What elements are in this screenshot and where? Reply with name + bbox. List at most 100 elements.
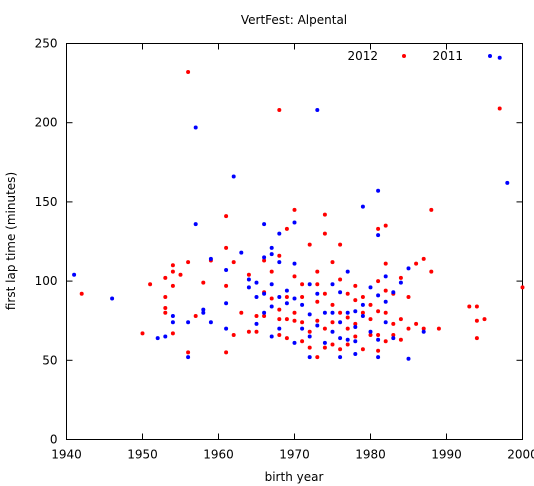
data-point	[520, 285, 525, 290]
data-point	[300, 320, 305, 325]
data-point	[300, 326, 305, 331]
data-point	[254, 280, 259, 285]
y-tick-label: 50	[42, 353, 57, 367]
data-point	[300, 282, 305, 287]
data-point	[406, 356, 411, 361]
data-point	[322, 231, 327, 236]
data-point	[345, 342, 350, 347]
data-point	[330, 329, 335, 334]
data-point	[231, 332, 236, 337]
data-point	[330, 320, 335, 325]
data-point	[163, 334, 168, 339]
data-point	[277, 260, 282, 265]
data-point	[322, 310, 327, 315]
data-point	[300, 294, 305, 299]
data-point	[284, 226, 289, 231]
data-point	[406, 294, 411, 299]
data-point	[201, 280, 206, 285]
y-tick-label: 200	[35, 116, 58, 130]
data-point	[163, 310, 168, 315]
data-point	[421, 329, 426, 334]
data-point	[376, 348, 381, 353]
data-point	[383, 299, 388, 304]
data-point	[338, 242, 343, 247]
data-point	[383, 274, 388, 279]
data-point	[376, 279, 381, 284]
data-point	[284, 317, 289, 322]
series-2012	[79, 70, 525, 360]
data-point	[224, 245, 229, 250]
data-point	[277, 326, 282, 331]
x-tick-label: 2000	[507, 448, 534, 462]
data-point	[262, 313, 267, 318]
data-point	[246, 285, 251, 290]
data-point	[292, 296, 297, 301]
x-tick-label: 1980	[355, 448, 386, 462]
data-point	[345, 291, 350, 296]
data-point	[284, 336, 289, 341]
data-point	[315, 299, 320, 304]
data-point	[398, 280, 403, 285]
data-point	[330, 310, 335, 315]
data-point	[170, 283, 175, 288]
data-point	[307, 334, 312, 339]
data-point	[406, 266, 411, 271]
data-point	[208, 320, 213, 325]
data-point	[186, 260, 191, 265]
data-point	[383, 288, 388, 293]
data-point	[474, 318, 479, 323]
data-point	[79, 291, 84, 296]
data-point	[163, 275, 168, 280]
data-point	[140, 331, 145, 336]
data-point	[315, 108, 320, 113]
data-point	[322, 345, 327, 350]
data-point	[224, 350, 229, 355]
data-point	[505, 180, 510, 185]
data-point	[322, 291, 327, 296]
data-point	[360, 347, 365, 352]
data-point	[383, 320, 388, 325]
data-point	[163, 306, 168, 311]
data-point	[246, 277, 251, 282]
data-point	[315, 323, 320, 328]
data-point	[353, 351, 358, 356]
data-point	[315, 355, 320, 360]
data-point	[193, 313, 198, 318]
data-point	[330, 282, 335, 287]
x-axis-label: birth year	[265, 470, 324, 484]
axis-ticks: 1940 1950 1960 1970 1980 1990 2000 0 50 100 150 200…	[35, 37, 534, 462]
data-points	[72, 55, 525, 361]
legend: 2012 2011	[347, 49, 492, 63]
y-tick-label: 0	[50, 433, 58, 447]
data-point	[269, 334, 274, 339]
data-point	[360, 302, 365, 307]
data-point	[338, 290, 343, 295]
data-point	[284, 288, 289, 293]
data-point	[277, 332, 282, 337]
data-point	[429, 207, 434, 212]
data-point	[292, 261, 297, 266]
data-point	[292, 274, 297, 279]
data-point	[474, 336, 479, 341]
y-tick-label: 100	[35, 274, 58, 288]
x-tick-label: 1990	[431, 448, 462, 462]
data-point	[262, 291, 267, 296]
data-point	[315, 282, 320, 287]
data-point	[368, 285, 373, 290]
data-point	[330, 302, 335, 307]
plot-frame	[66, 43, 523, 440]
data-point	[201, 310, 206, 315]
data-point	[353, 321, 358, 326]
data-point	[193, 222, 198, 227]
data-point	[497, 106, 502, 111]
y-tick-label: 150	[35, 195, 58, 209]
data-point	[277, 108, 282, 113]
data-point	[398, 337, 403, 342]
data-point	[307, 242, 312, 247]
data-point	[262, 258, 267, 263]
data-point	[330, 342, 335, 347]
data-point	[368, 332, 373, 337]
data-point	[224, 326, 229, 331]
x-tick-label: 1940	[51, 448, 82, 462]
